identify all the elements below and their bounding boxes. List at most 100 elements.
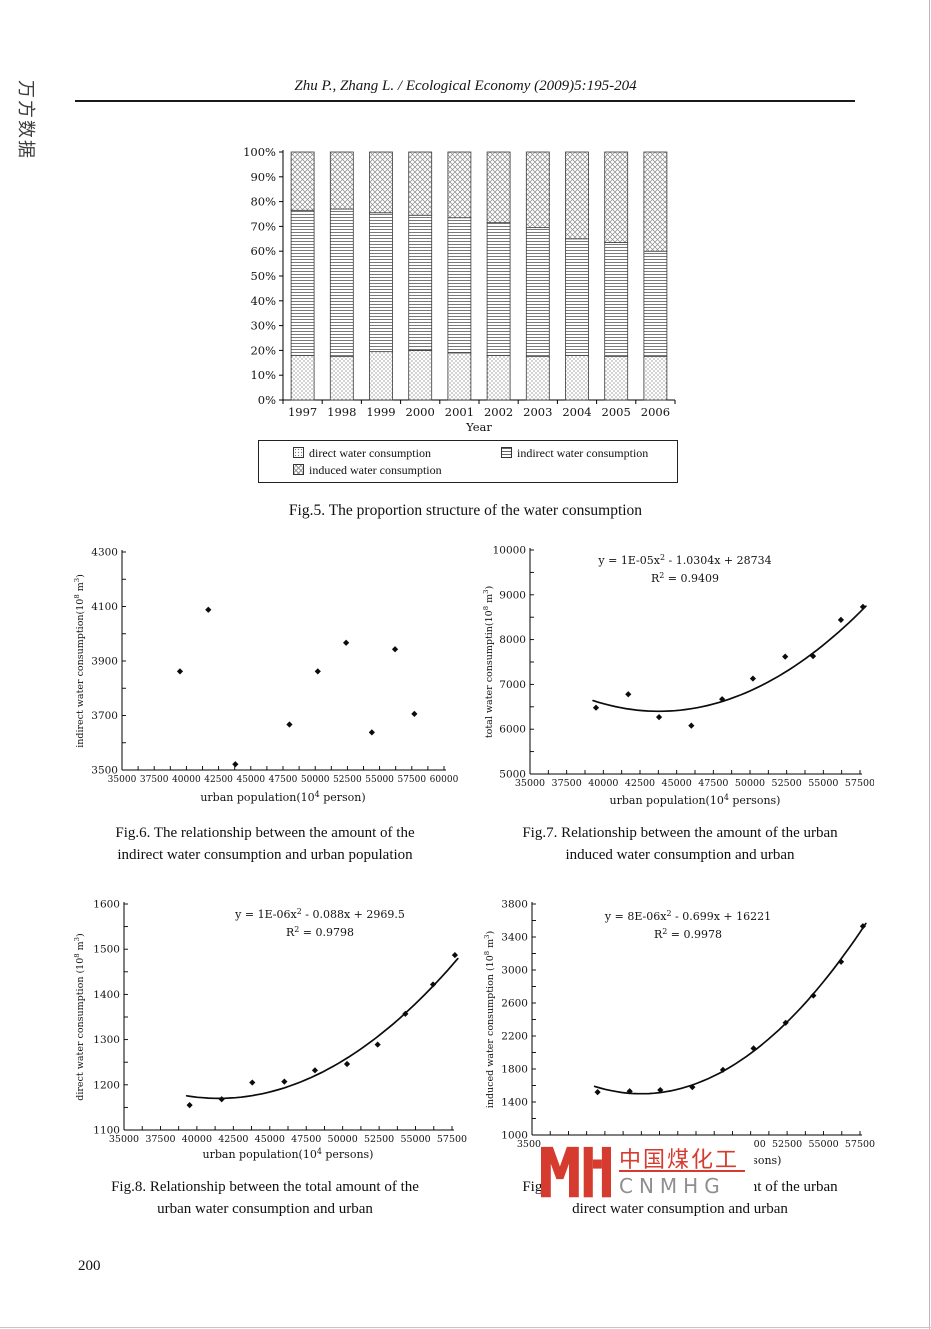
svg-text:8000: 8000 <box>499 634 526 646</box>
svg-text:R2 = 0.9978: R2 = 0.9978 <box>654 927 722 941</box>
svg-text:52500: 52500 <box>772 778 802 789</box>
svg-text:37500: 37500 <box>140 775 169 785</box>
svg-text:1000: 1000 <box>501 1130 528 1142</box>
cross-pattern-swatch-icon <box>293 464 304 475</box>
svg-text:55000: 55000 <box>808 778 838 789</box>
svg-text:1600: 1600 <box>93 899 120 911</box>
svg-text:70%: 70% <box>250 219 276 233</box>
svg-text:50000: 50000 <box>301 775 330 785</box>
svg-text:37500: 37500 <box>552 778 582 789</box>
svg-text:6000: 6000 <box>499 724 526 736</box>
svg-text:35000: 35000 <box>109 1134 139 1145</box>
svg-text:80%: 80% <box>250 195 276 209</box>
svg-text:45000: 45000 <box>255 1134 285 1145</box>
svg-text:2004: 2004 <box>562 405 591 419</box>
cnmhg-logo-underline <box>619 1170 745 1172</box>
svg-text:55000: 55000 <box>365 775 394 785</box>
dots-pattern-swatch-icon <box>293 447 304 458</box>
svg-text:45000: 45000 <box>236 775 265 785</box>
scan-edge-right <box>929 0 930 1329</box>
fig8-scatter-chart: 1100 1200 1300 1400 1500 1600 35000 37500 40000 4… <box>73 899 467 1162</box>
fig6-caption: Fig.6. The relationship between the amou… <box>60 822 470 866</box>
svg-text:1300: 1300 <box>93 1034 120 1046</box>
svg-text:1200: 1200 <box>93 1079 120 1091</box>
svg-text:3800: 3800 <box>501 899 528 911</box>
svg-text:42500: 42500 <box>625 778 655 789</box>
svg-text:2006: 2006 <box>641 405 670 419</box>
svg-text:45000: 45000 <box>662 778 692 789</box>
svg-text:4300: 4300 <box>91 547 118 559</box>
svg-text:35000: 35000 <box>517 1139 547 1150</box>
svg-text:2003: 2003 <box>523 405 552 419</box>
fig8-caption-line2: urban water consumption and urban <box>157 1201 373 1217</box>
hlines-pattern-swatch-icon <box>501 447 512 458</box>
cnmhg-logo-latin-text: CNMHG <box>619 1174 726 1198</box>
svg-text:100%: 100% <box>243 145 276 159</box>
header-citation: Zhu P., Zhang L. / Ecological Economy (2… <box>294 78 637 94</box>
svg-text:1997: 1997 <box>288 405 317 419</box>
svg-text:52500: 52500 <box>333 775 362 785</box>
page-number: 200 <box>78 1258 101 1274</box>
svg-text:50000: 50000 <box>328 1134 358 1145</box>
svg-text:30%: 30% <box>250 319 276 333</box>
fig6-caption-line2: indirect water consumption and urban pop… <box>117 847 413 863</box>
svg-text:1100: 1100 <box>93 1125 120 1137</box>
cnmhg-logo-icon <box>541 1146 611 1198</box>
svg-text:1400: 1400 <box>501 1097 528 1109</box>
svg-text:60%: 60% <box>250 244 276 258</box>
svg-text:55000: 55000 <box>808 1139 838 1150</box>
svg-text:40000: 40000 <box>172 775 201 785</box>
svg-text:2200: 2200 <box>501 1031 528 1043</box>
svg-text:R2 = 0.9409: R2 = 0.9409 <box>651 571 719 585</box>
svg-text:1500: 1500 <box>93 944 120 956</box>
fig6-caption-line1: Fig.6. The relationship between the amou… <box>115 825 415 841</box>
svg-text:52500: 52500 <box>772 1139 802 1150</box>
svg-text:7000: 7000 <box>499 679 526 691</box>
svg-text:40%: 40% <box>250 294 276 308</box>
svg-text:20%: 20% <box>250 343 276 357</box>
svg-text:induced water consumption (108: induced water consumption (108 m3) <box>483 931 496 1108</box>
svg-text:urban population(104 persons): urban population(104 persons) <box>203 1147 374 1161</box>
fig9-caption-line2: direct water consumption and urban <box>572 1201 788 1217</box>
svg-text:10%: 10% <box>250 368 276 382</box>
svg-text:R2 = 0.9798: R2 = 0.9798 <box>286 925 354 939</box>
fig8-caption: Fig.8. Relationship between the total am… <box>60 1176 470 1220</box>
svg-text:2001: 2001 <box>445 405 474 419</box>
legend-label-indirect: indirect water consumption <box>517 446 649 460</box>
svg-text:47500: 47500 <box>291 1134 321 1145</box>
scan-edge-bottom <box>0 1327 931 1328</box>
legend-item-indirect: indirect water consumption <box>501 446 648 460</box>
svg-text:1400: 1400 <box>93 989 120 1001</box>
svg-text:42500: 42500 <box>204 775 233 785</box>
svg-text:57500: 57500 <box>437 1134 467 1145</box>
fig5-legend: direct water consumption indirect water … <box>258 440 678 483</box>
svg-text:2005: 2005 <box>602 405 631 419</box>
svg-text:3900: 3900 <box>91 656 118 668</box>
cnmhg-watermark-logo: 中国煤化工 CNMHG <box>541 1140 754 1200</box>
fig5-caption: Fig.5. The proportion structure of the w… <box>288 502 643 519</box>
fig5-stacked-bar-chart: 0% 10% 20% 30% 40% 50% 60% 70% 80% 90% 100% 1997 199… <box>243 145 676 434</box>
svg-text:2600: 2600 <box>501 998 528 1010</box>
svg-text:47500: 47500 <box>269 775 298 785</box>
fig9-scatter-chart: 1000140018002200260030003400380035000375… <box>483 899 875 1168</box>
legend-item-induced: induced water consumption <box>293 463 442 477</box>
svg-text:5000: 5000 <box>499 769 526 781</box>
svg-text:57500: 57500 <box>845 1139 875 1150</box>
svg-text:y = 1E-06x2 - 0.088x + 2969.5: y = 1E-06x2 - 0.088x + 2969.5 <box>234 907 405 921</box>
svg-text:9000: 9000 <box>499 589 526 601</box>
svg-text:urban population(104 persons): urban population(104 persons) <box>610 793 781 807</box>
fig7-caption-line1: Fig.7. Relationship between the amount o… <box>522 825 838 841</box>
svg-text:indirect water consumption(108: indirect water consumption(108 m3) <box>73 574 86 748</box>
fig7-scatter-chart: 5000 6000 7000 8000 9000 10000 35000 37500 40000… <box>482 545 874 808</box>
svg-text:3400: 3400 <box>501 932 528 944</box>
svg-text:direct water consumption (108: direct water consumption (108 m3) <box>73 933 86 1100</box>
svg-text:3700: 3700 <box>91 710 118 722</box>
svg-text:total water consumptin(108 m3): total water consumptin(108 m3) <box>482 586 495 738</box>
svg-text:42500: 42500 <box>218 1134 248 1145</box>
svg-text:3500: 3500 <box>91 765 118 777</box>
svg-text:4100: 4100 <box>91 601 118 613</box>
svg-text:y = 8E-06x2 - 0.699x + 16221: y = 8E-06x2 - 0.699x + 16221 <box>604 909 771 923</box>
svg-text:50%: 50% <box>250 269 276 283</box>
svg-text:10000: 10000 <box>493 545 526 557</box>
